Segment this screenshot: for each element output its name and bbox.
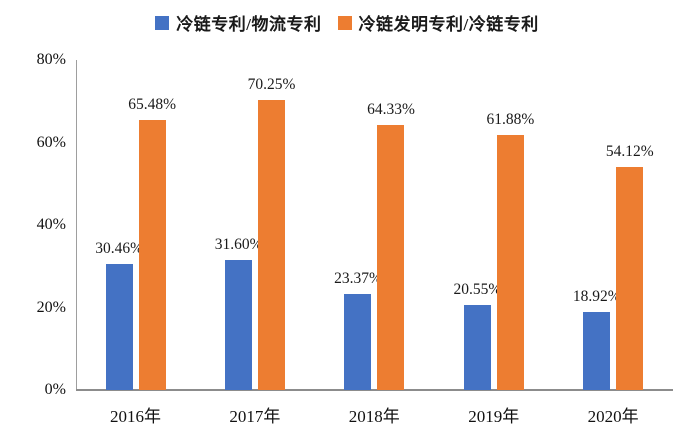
bar-2016年-series-2 bbox=[139, 120, 166, 390]
bar-chart: 冷链专利/物流专利 冷链发明专利/冷链专利 0%20%40%60%80% 30.… bbox=[0, 0, 694, 445]
bar-2017年-series-2 bbox=[258, 100, 285, 390]
x-tick-label: 2017年 bbox=[195, 402, 314, 427]
bar-value-label: 54.12% bbox=[575, 143, 685, 160]
plot-area: 0%20%40%60%80% 30.46%65.48%31.60%70.25%2… bbox=[0, 0, 694, 445]
bar-value-label: 65.48% bbox=[97, 96, 207, 113]
bar-2018年-series-1 bbox=[344, 294, 371, 390]
bar-group-2020年: 18.92%54.12% bbox=[554, 60, 673, 390]
bar-group-2019年: 20.55%61.88% bbox=[434, 60, 553, 390]
bar-value-label: 70.25% bbox=[217, 76, 327, 93]
bar-2016年-series-1 bbox=[106, 264, 133, 390]
x-tick-label: 2016年 bbox=[76, 402, 195, 427]
y-tick-label: 40% bbox=[6, 217, 66, 233]
bar-value-label: 64.33% bbox=[336, 101, 446, 118]
bar-2019年-series-1 bbox=[464, 305, 491, 390]
y-tick-label: 80% bbox=[6, 52, 66, 68]
bar-2017年-series-1 bbox=[225, 260, 252, 390]
x-tick-label: 2020年 bbox=[554, 402, 673, 427]
bar-2019年-series-2 bbox=[497, 135, 524, 390]
bar-group-2016年: 30.46%65.48% bbox=[76, 60, 195, 390]
bar-value-label: 61.88% bbox=[455, 111, 565, 128]
y-tick-label: 20% bbox=[6, 300, 66, 316]
bar-2020年-series-1 bbox=[583, 312, 610, 390]
bar-2020年-series-2 bbox=[616, 167, 643, 390]
y-tick-label: 60% bbox=[6, 135, 66, 151]
bar-group-2017年: 31.60%70.25% bbox=[195, 60, 314, 390]
x-tick-label: 2018年 bbox=[315, 402, 434, 427]
bar-2018年-series-2 bbox=[377, 125, 404, 390]
x-tick-label: 2019年 bbox=[434, 402, 553, 427]
bar-group-2018年: 23.37%64.33% bbox=[315, 60, 434, 390]
y-tick-label: 0% bbox=[6, 382, 66, 398]
